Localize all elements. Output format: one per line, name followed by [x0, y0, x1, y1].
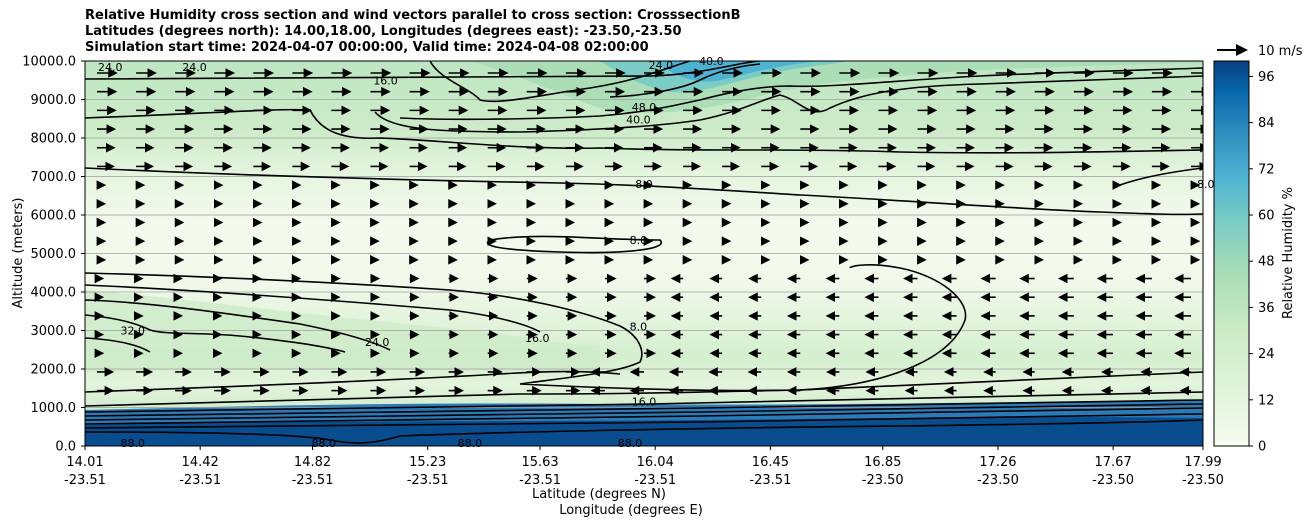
colorbar-tick-label: 24 [1258, 347, 1275, 362]
contour-line [429, 61, 691, 103]
colorbar-tick-label: 36 [1258, 301, 1275, 316]
y-tick-label: 8000.0 [31, 132, 77, 147]
chart-title: Relative Humidity cross section and wind… [85, 8, 741, 56]
contour-line [1119, 167, 1203, 186]
contour-label: 88.0 [312, 437, 337, 450]
x-tick-label-lon: -23.50 [1182, 473, 1224, 488]
contour-label: 88.0 [618, 437, 643, 450]
title-line-2: Latitudes (degrees north): 14.00,18.00, … [85, 24, 682, 39]
contour-line [85, 399, 1203, 417]
contour-label: 8.0 [630, 234, 648, 247]
boundary-layer-core [85, 417, 1203, 446]
x-tick-label-lat: 16.04 [637, 455, 674, 470]
x-tick-label-lat: 15.23 [409, 455, 446, 470]
contour-label: 24.0 [98, 61, 123, 74]
contour-label: 88.0 [458, 437, 483, 450]
wind-vectors [94, 68, 1203, 396]
colorbar-tick-label: 84 [1258, 116, 1275, 131]
x-axis-label-latitude: Latitude (degrees N) [532, 487, 666, 502]
y-tick-label: 1000.0 [31, 401, 77, 416]
y-tick-label: 2000.0 [31, 363, 77, 378]
x-tick-label-lat: 17.99 [1184, 455, 1221, 470]
x-tick-label-lon: -23.51 [292, 473, 334, 488]
y-tick-label: 0.0 [55, 440, 76, 455]
colorbar: 0 12 24 36 48 60 72 84 96 Relative Humidity % [1213, 60, 1296, 455]
contour-labels: 24.0 24.016.040.048.024.0 40.08.0 8.08.08.0… [98, 55, 1215, 450]
title-line-1: Relative Humidity cross section and wind… [85, 8, 741, 23]
contour-line [85, 284, 541, 333]
colorbar-tick-label: 12 [1258, 393, 1275, 408]
contour-line [85, 391, 1203, 413]
y-tick-label: 9000.0 [31, 93, 77, 108]
x-tick-label-lon: -23.51 [749, 473, 791, 488]
x-tick-label-lon: -23.50 [862, 473, 904, 488]
x-tick-label-lat: 16.85 [864, 455, 901, 470]
x-tick-label-lat: 17.67 [1095, 455, 1132, 470]
x-tick-label-lon: -23.51 [407, 473, 449, 488]
x-tick-label-lat: 17.26 [979, 455, 1016, 470]
y-tick-label: 3000.0 [31, 324, 77, 339]
contour-line [85, 371, 1203, 407]
grid-lines [85, 99, 1203, 408]
x-tick-label-lon: -23.50 [977, 473, 1019, 488]
contour-line [85, 407, 1203, 425]
y-tick-label: 4000.0 [31, 286, 77, 301]
contour-label: 24.0 [365, 336, 390, 349]
colorbar-tick-label: 60 [1258, 209, 1275, 224]
x-axis: 14.01 -23.51 14.42 -23.51 14.82 -23.51 15.23 -2… [64, 446, 1224, 488]
contour-label: 24.0 [649, 59, 674, 72]
contour-line [85, 314, 346, 353]
contour-line [85, 337, 151, 353]
y-tick-label: 6000.0 [31, 209, 77, 224]
x-tick-label-lat: 14.82 [294, 455, 331, 470]
y-axis: 0.0 1000.0 2000.0 3000.0 4000.0 5000.0 6000.0 7… [22, 55, 85, 455]
colorbar-tick-label: 96 [1258, 70, 1275, 85]
x-tick-label-lat: 14.42 [182, 455, 219, 470]
contour-line [609, 63, 761, 98]
contour-line [85, 413, 1203, 429]
y-axis-label: Altitude (meters) [11, 198, 26, 309]
x-tick-label-lat: 15.63 [521, 455, 558, 470]
contour-label: 16.0 [632, 396, 657, 409]
contour-line [85, 419, 1203, 444]
contour-line [486, 235, 663, 254]
colorbar-tick-label: 48 [1258, 255, 1275, 270]
quiver-key: 10 m/s [1217, 44, 1303, 59]
contour-line [85, 403, 1203, 421]
x-tick-label-lat: 16.45 [752, 455, 789, 470]
contour-label: 8.0 [1197, 178, 1215, 191]
x-tick-label-lon: -23.50 [1092, 473, 1134, 488]
contour-lines [85, 61, 1203, 444]
contour-line [85, 167, 1203, 216]
colorbar-tick-label: 0 [1258, 440, 1266, 455]
contour-label: 48.0 [632, 101, 657, 114]
quiver-key-label: 10 m/s [1258, 44, 1303, 59]
contour-label: 24.0 [182, 61, 207, 74]
x-tick-label-lon: -23.51 [64, 473, 106, 488]
contour-line [85, 299, 391, 351]
contour-line [85, 108, 1203, 154]
x-tick-label-lon: -23.51 [519, 473, 561, 488]
y-tick-label: 10000.0 [22, 55, 76, 70]
colorbar-tick-label: 72 [1258, 162, 1275, 177]
colorbar-ticks: 0 12 24 36 48 60 72 84 96 [1249, 70, 1275, 455]
x-tick-label-lon: -23.51 [179, 473, 221, 488]
x-axis-label-longitude: Longitude (degrees E) [559, 503, 703, 518]
title-line-3: Simulation start time: 2024-04-07 00:00:… [85, 40, 649, 55]
contour-label: 16.0 [373, 74, 398, 87]
contour-label: 32.0 [121, 325, 146, 338]
contour-label: 40.0 [626, 114, 651, 127]
x-tick-label-lat: 14.01 [66, 455, 103, 470]
colorbar-label: Relative Humidity % [1281, 187, 1296, 319]
contour-label: 16.0 [525, 332, 550, 345]
contour-line [85, 264, 967, 392]
contour-label: 88.0 [121, 437, 146, 450]
y-tick-label: 7000.0 [31, 170, 77, 185]
y-tick-label: 5000.0 [31, 247, 77, 262]
contour-label: 8.0 [635, 178, 653, 191]
colorbar-gradient [1213, 60, 1250, 447]
contour-label: 8.0 [630, 321, 648, 334]
x-tick-label-lon: -23.51 [634, 473, 676, 488]
